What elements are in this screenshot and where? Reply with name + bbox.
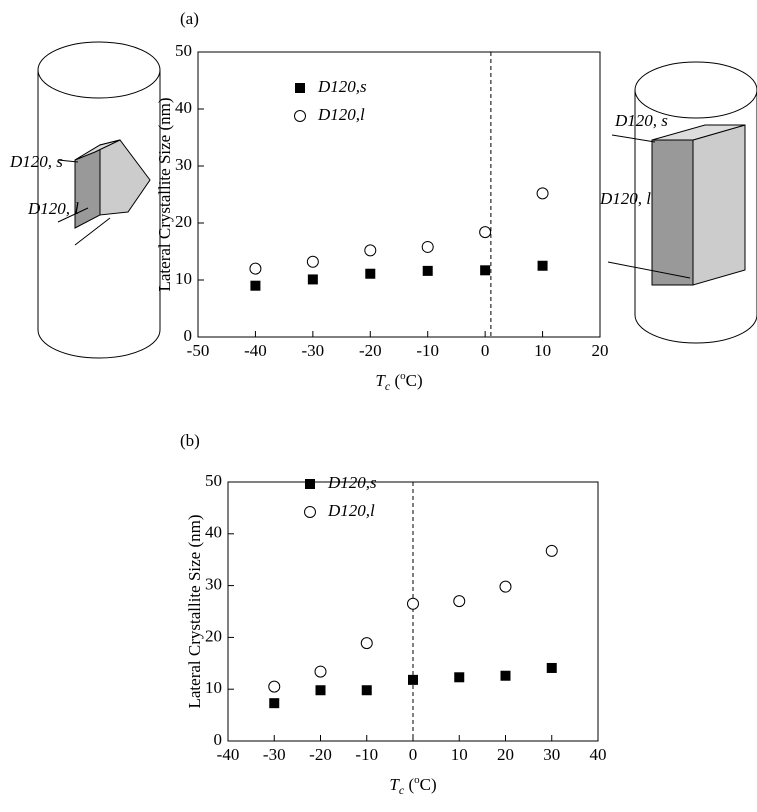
y-tick-label: 30 bbox=[205, 575, 222, 594]
panel-label: (a) bbox=[180, 9, 199, 28]
x-axis-label-part: T bbox=[389, 775, 400, 794]
legend-label: D120,l bbox=[327, 501, 375, 520]
y-tick-label: 10 bbox=[175, 269, 192, 288]
plot-frame bbox=[197, 51, 601, 338]
y-tick-label: 30 bbox=[175, 155, 192, 174]
x-tick-label: -20 bbox=[359, 341, 382, 360]
diagram-label: D120, l bbox=[27, 199, 79, 218]
y-tick-label: 40 bbox=[205, 523, 222, 542]
marker bbox=[545, 544, 558, 557]
x-axis-label-part: ( bbox=[390, 371, 400, 390]
y-tick-label: 40 bbox=[175, 98, 192, 117]
marker bbox=[407, 597, 419, 610]
y-axis-label: Lateral Crystallite Size (nm) bbox=[155, 97, 174, 291]
y-tick-label: 0 bbox=[214, 730, 223, 749]
x-axis-label-part: T bbox=[375, 371, 386, 390]
y-tick-label: 10 bbox=[205, 678, 222, 697]
right-cylinder bbox=[607, 61, 757, 344]
y-tick-label: 50 bbox=[205, 471, 222, 490]
x-tick-label: -10 bbox=[416, 341, 439, 360]
legend-marker bbox=[295, 83, 305, 93]
x-tick-label: 20 bbox=[497, 745, 514, 764]
marker bbox=[268, 680, 281, 693]
marker bbox=[250, 280, 261, 291]
marker bbox=[249, 262, 262, 275]
left-cylinder bbox=[37, 41, 161, 359]
x-tick-label: 0 bbox=[409, 745, 418, 764]
x-axis-label: Tc (oC) bbox=[375, 370, 422, 393]
marker bbox=[269, 698, 280, 709]
diagram-label: D120, s bbox=[9, 152, 63, 171]
legend-label: D120,s bbox=[327, 473, 377, 492]
x-axis-label-part: o bbox=[400, 370, 406, 382]
panel-label: (b) bbox=[180, 431, 200, 450]
legend-marker bbox=[294, 110, 306, 122]
x-tick-label: 10 bbox=[534, 341, 551, 360]
marker bbox=[315, 685, 326, 696]
marker bbox=[499, 580, 512, 593]
diagram-label: D120, s bbox=[614, 111, 668, 130]
x-axis-label-part: o bbox=[414, 774, 420, 786]
x-axis-label: Tc (oC) bbox=[389, 774, 436, 797]
marker bbox=[480, 265, 491, 276]
marker bbox=[306, 255, 319, 268]
x-tick-label: 10 bbox=[451, 745, 468, 764]
y-tick-label: 20 bbox=[205, 626, 222, 645]
marker bbox=[479, 226, 492, 239]
marker bbox=[500, 670, 511, 681]
diagram-label: D120, l bbox=[599, 189, 651, 208]
y-tick-label: 50 bbox=[175, 41, 192, 60]
x-tick-label: 40 bbox=[590, 745, 607, 764]
x-tick-label: 0 bbox=[481, 341, 490, 360]
marker bbox=[546, 662, 557, 673]
legend-label: D120,l bbox=[317, 105, 365, 124]
marker bbox=[360, 637, 373, 650]
x-tick-label: -50 bbox=[187, 341, 210, 360]
x-tick-label: -30 bbox=[302, 341, 325, 360]
marker bbox=[365, 268, 376, 279]
legend-marker bbox=[305, 479, 315, 489]
marker bbox=[314, 665, 327, 678]
marker bbox=[537, 260, 548, 271]
x-axis-label-part: c bbox=[399, 783, 405, 797]
x-tick-label: 20 bbox=[592, 341, 609, 360]
marker bbox=[408, 674, 418, 685]
legend-marker bbox=[304, 506, 316, 518]
marker bbox=[364, 244, 377, 257]
marker bbox=[307, 274, 318, 285]
marker bbox=[421, 240, 434, 253]
x-tick-label: -40 bbox=[217, 745, 240, 764]
marker bbox=[361, 685, 372, 696]
y-tick-label: 20 bbox=[175, 212, 192, 231]
y-axis-label: Lateral Crystallite Size (nm) bbox=[185, 514, 204, 708]
marker bbox=[422, 265, 433, 276]
y-tick-label: 0 bbox=[184, 326, 193, 345]
legend-label: D120,s bbox=[317, 77, 367, 96]
x-axis-label-part: ( bbox=[404, 775, 414, 794]
x-tick-label: -20 bbox=[309, 745, 332, 764]
marker bbox=[536, 187, 549, 200]
x-axis-label-part: C) bbox=[420, 775, 437, 794]
x-tick-label: -10 bbox=[355, 745, 378, 764]
x-tick-label: -40 bbox=[244, 341, 267, 360]
x-tick-label: -30 bbox=[263, 745, 286, 764]
marker bbox=[453, 595, 466, 608]
x-axis-label-part: c bbox=[385, 379, 391, 393]
marker bbox=[454, 672, 465, 683]
x-tick-label: 30 bbox=[543, 745, 560, 764]
x-axis-label-part: C) bbox=[406, 371, 423, 390]
